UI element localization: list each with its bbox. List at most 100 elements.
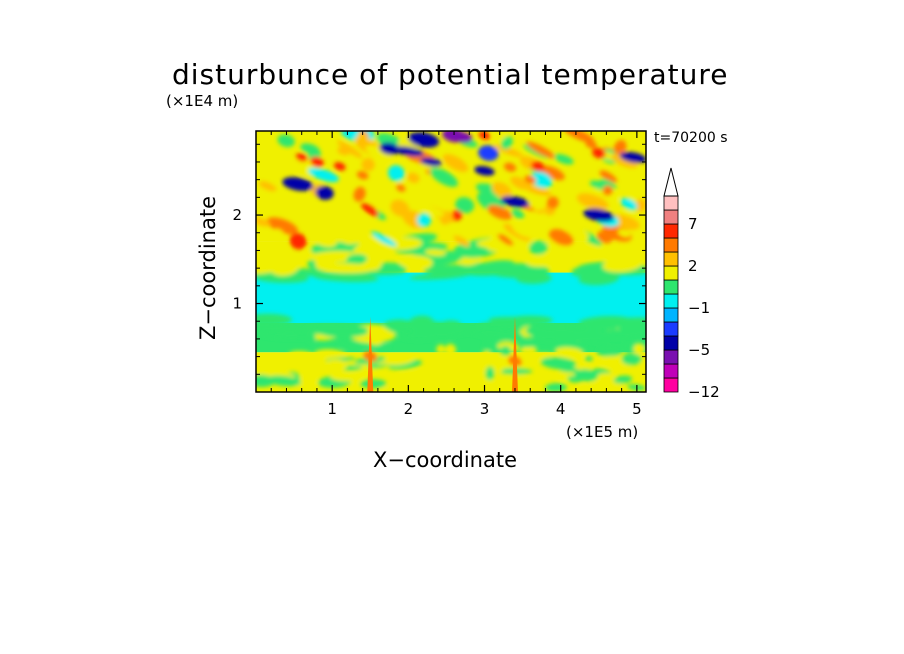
x-axis-ticks: 1 2 3 4 5 [270,131,642,418]
field-cell [613,139,627,156]
field-cell [493,131,507,142]
field-cell [529,240,548,255]
field-cell [494,144,523,158]
field-cell [256,313,293,327]
field-cell [408,132,440,148]
field-cell [256,259,290,275]
field-cell [336,140,363,159]
colorbar-band [663,349,679,365]
x-scale-note: (×1E5 m) [566,423,639,441]
field-cell [533,196,546,211]
field-cell [497,233,514,246]
field-cell [353,186,366,202]
colorbar-max-arrow [663,167,679,197]
colorbar-label: 7 [688,215,698,233]
y-tick-label: 1 [232,295,242,313]
field-cell [522,184,552,197]
field-cell [526,141,556,159]
field-cell [521,342,538,348]
field-cell [383,319,416,332]
field-cell [312,272,379,283]
field-cell [367,362,388,369]
field-cell [417,204,445,217]
field-cell [585,139,597,149]
field-cell [325,359,348,371]
field-cell [385,355,416,366]
colorbar-band [663,237,679,253]
colorbar: 7 2 −1 −5 −12 [663,167,720,401]
colorbar-band [663,377,679,393]
field-cell [530,171,553,189]
field-cell [554,347,585,359]
field-cell [596,230,613,244]
field-cell [465,328,524,338]
field-cell [621,353,642,366]
field-cell [540,356,577,370]
field-cell [314,349,347,360]
colorbar-band [663,265,679,281]
field-cell [356,170,369,180]
field-cell [611,153,639,168]
field-cell [343,209,370,225]
field-cell [388,165,405,182]
field-cell [519,346,538,355]
field-cell [444,343,457,356]
field-cell [260,227,287,243]
field-cell [499,345,512,356]
field-cell [549,229,574,246]
field-cell [282,177,314,192]
field-cell [531,161,545,172]
field-cell [346,253,368,265]
field-cell [308,167,339,183]
colorbar-label: −12 [688,383,720,401]
field-cell [390,199,410,217]
field-cell [455,197,475,214]
colorbar-label: 2 [688,257,698,275]
potential-temperature-field [256,131,646,392]
field-cell [603,248,629,267]
field-cell [503,162,517,172]
y-axis-ticks: 12 [232,143,646,375]
field-cell [408,371,430,381]
field-cell [442,154,469,172]
field-cell [265,375,302,387]
field-cell [258,330,314,340]
field-cell [399,373,409,378]
field-cell [316,263,373,274]
field-cell [288,350,317,361]
field-cell [337,147,350,156]
field-cell [633,343,646,356]
mountain-spike-1 [511,316,518,392]
field-cell [357,132,368,141]
field-cell [474,166,495,176]
field-cell [365,145,392,160]
field-cell [621,210,643,222]
field-cell [619,151,646,164]
x-axis-label: X−coordinate [373,448,517,472]
field-cell [453,235,470,247]
field-cell [546,196,559,209]
field-cell [473,260,515,272]
field-cell [576,193,609,210]
field-cell [374,154,387,164]
colorbar-band [663,195,679,211]
field-cell [613,375,633,384]
field-cell [515,375,530,387]
field-cell [579,384,589,392]
field-cell [423,264,485,273]
field-cell [361,157,375,172]
field-cell [485,366,495,381]
field-cell [500,195,530,208]
field-cell [524,175,537,184]
field-cell [367,335,384,346]
field-cell [488,316,550,326]
field-cell [399,255,433,270]
field-cell [574,369,598,382]
field-cell [591,147,606,159]
colorbar-label: −5 [688,341,710,359]
field-cell [543,326,579,337]
field-cell [407,172,420,184]
field-cell [409,272,472,280]
field-cell [310,156,324,168]
field-cell [526,252,571,267]
